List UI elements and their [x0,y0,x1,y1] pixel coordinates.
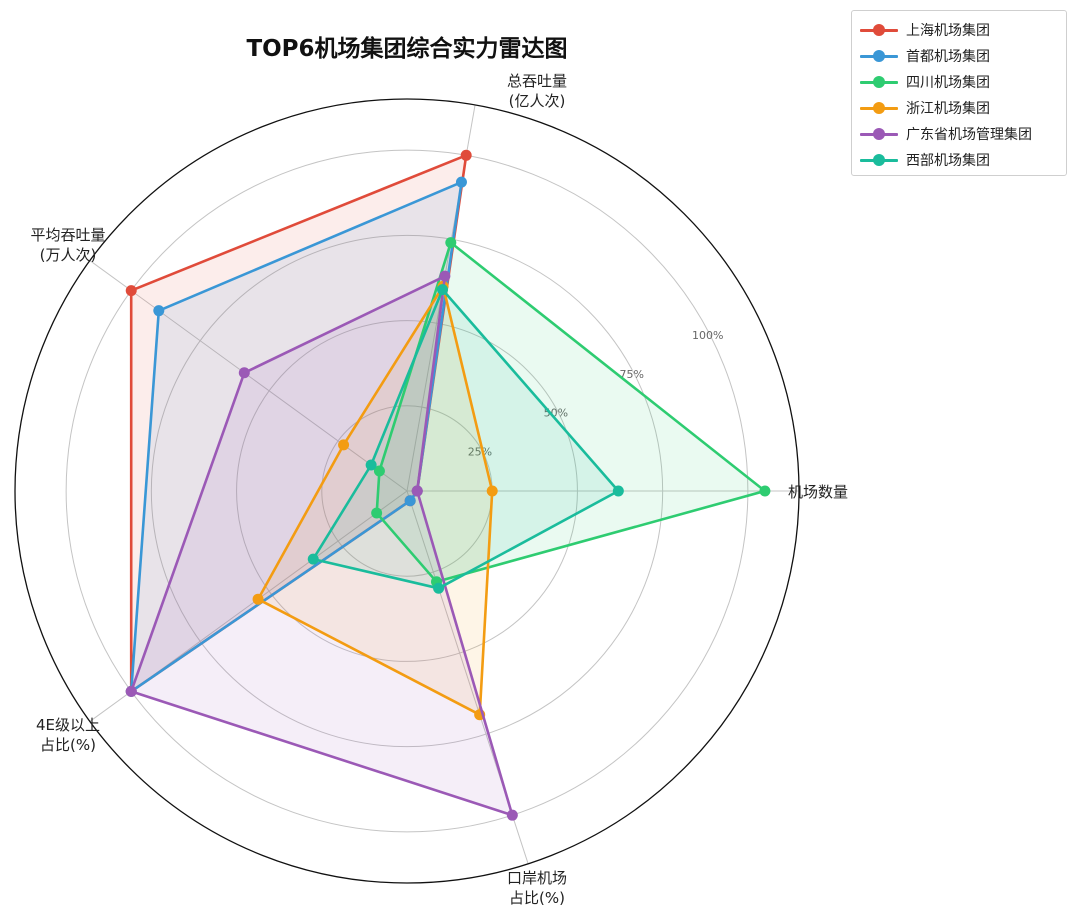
data-point [371,507,383,519]
data-point [437,284,449,296]
data-point [486,485,498,497]
data-point [338,439,350,451]
outer-circle [14,98,800,884]
data-point [506,809,518,821]
legend-item: 浙江机场集团 [858,95,990,121]
legend-swatch [858,46,900,66]
data-point [404,495,416,507]
axis-label: 总吞吐量 [507,72,567,90]
axis-label: 口岸机场 [507,869,567,887]
legend-label: 四川机场集团 [906,75,990,91]
series-line [256,284,494,717]
tick-label: 25% [468,445,492,458]
data-point [445,237,457,249]
legend-label: 西部机场集团 [906,153,990,169]
legend-swatch [858,124,900,144]
series-line [129,274,514,817]
axis-label: 4E级以上 [36,716,100,734]
tick-label: 100% [692,329,723,342]
series-fill [376,242,765,582]
legend-item: 四川机场集团 [858,69,990,95]
data-point [460,149,472,161]
tick-label: 50% [544,407,568,420]
chart-title: TOP6机场集团综合实力雷达图 [246,35,567,62]
data-point [307,553,319,565]
legend-label: 浙江机场集团 [906,101,990,117]
data-point [411,485,423,497]
legend-label: 上海机场集团 [906,23,990,39]
data-point [365,459,377,471]
legend-label: 首都机场集团 [906,49,990,65]
legend-item: 西部机场集团 [858,147,990,173]
legend-swatch [858,20,900,40]
data-point [252,593,264,605]
data-point [759,485,771,497]
data-point [439,270,451,282]
axis-label-sub: 占比(%) [40,736,96,754]
data-point [125,685,137,697]
series-fill [258,286,493,715]
legend-swatch [858,98,900,118]
legend-item: 广东省机场管理集团 [858,121,1032,147]
data-point [238,367,250,379]
axis-label-sub: 占比(%) [509,889,565,907]
data-point [612,485,624,497]
legend: 上海机场集团 首都机场集团 四川机场集团 浙江机场集团广东省机场管理集团 西部机场集团 [851,10,1067,176]
legend-swatch [858,150,900,170]
axis-label-sub: (亿人次) [509,92,566,110]
data-point [125,285,137,297]
series-line [311,288,620,590]
data-point [455,176,467,188]
tick-label: 75% [620,368,644,381]
axis-label-sub: (万人次) [40,246,97,264]
radar-labels: 总吞吐量(亿人次)机场数量口岸机场占比(%)4E级以上占比(%)平均吞吐量(万人… [30,72,848,907]
legend-swatch [858,72,900,92]
series-fill [131,155,467,692]
radar-series [125,149,771,821]
series-line [375,241,767,584]
axis-label: 平均吞吐量 [30,226,105,244]
legend-label: 广东省机场管理集团 [906,127,1032,143]
series-fill [131,182,462,692]
data-point [373,465,385,477]
data-point [153,305,165,317]
axis-label: 机场数量 [788,483,848,501]
legend-item: 首都机场集团 [858,43,990,69]
data-point [433,582,445,594]
legend-item: 上海机场集团 [858,17,990,43]
